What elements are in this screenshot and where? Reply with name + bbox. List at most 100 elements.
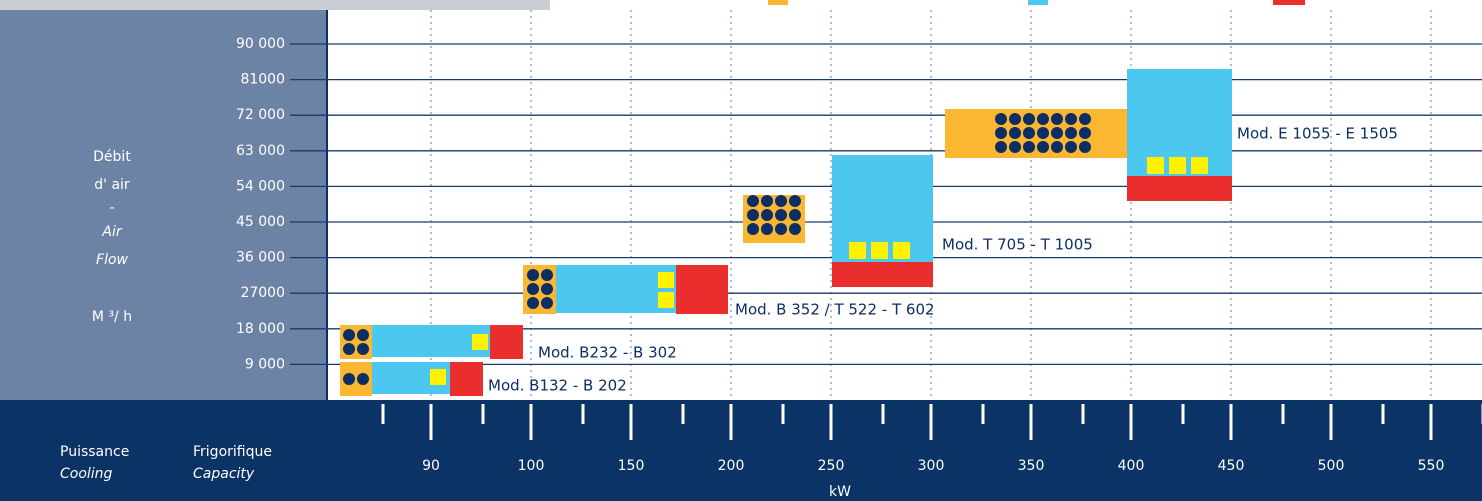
range-box	[430, 369, 446, 385]
dot	[1023, 127, 1035, 139]
y-label: Flow	[96, 252, 129, 268]
dot	[343, 343, 355, 355]
dot	[995, 141, 1007, 153]
range-box	[893, 242, 910, 259]
x-tick-label: 450	[1218, 458, 1245, 474]
dot	[747, 223, 759, 235]
legend-swatch	[768, 0, 788, 5]
dot	[789, 223, 801, 235]
y-label: -	[109, 200, 114, 216]
dot	[1079, 113, 1091, 125]
x-tick-label: 300	[918, 458, 945, 474]
dot	[357, 343, 369, 355]
dot	[1037, 127, 1049, 139]
y-tick-label: 27000	[240, 285, 285, 301]
range-box	[472, 334, 488, 350]
dot	[1079, 127, 1091, 139]
dot	[1051, 113, 1063, 125]
range-box	[658, 292, 674, 308]
model-label: Mod. B 352 / T 522 - T 602	[735, 301, 935, 319]
dot	[1023, 141, 1035, 153]
dot	[1065, 127, 1077, 139]
range-box	[658, 272, 674, 288]
x-tick-label: 400	[1118, 458, 1145, 474]
y-tick-label: 9 000	[245, 356, 285, 372]
x-tick-label: 500	[1318, 458, 1345, 474]
range-box	[1127, 176, 1232, 201]
y-tick-label: 18 000	[236, 321, 285, 337]
y-panel	[0, 10, 327, 400]
y-tick-label: 63 000	[236, 143, 285, 159]
dot	[1009, 141, 1021, 153]
model-label: Mod. B232 - B 302	[538, 344, 677, 362]
x-tick-label: 90	[422, 458, 440, 474]
range-box	[676, 265, 728, 314]
x-tick-label: 150	[618, 458, 645, 474]
dot	[995, 127, 1007, 139]
y-label: M ³/ h	[92, 309, 132, 325]
model-label: Mod. E 1055 - E 1505	[1237, 125, 1398, 143]
dot	[357, 329, 369, 341]
range-box	[1191, 157, 1208, 174]
x-tick-label: 100	[518, 458, 545, 474]
y-tick-label: 72 000	[236, 107, 285, 123]
dot	[527, 269, 539, 281]
range-box	[450, 362, 483, 396]
dot	[343, 373, 355, 385]
model-label: Mod. T 705 - T 1005	[942, 236, 1093, 254]
range-box	[490, 325, 523, 359]
page: 90 100 150 200 250 300 350 400 450 500 550 90 000 81…	[0, 0, 1482, 501]
dot	[1065, 141, 1077, 153]
dot	[541, 297, 553, 309]
dot	[775, 223, 787, 235]
legend-swatch	[1273, 0, 1305, 5]
dot	[1079, 141, 1091, 153]
dot	[761, 195, 773, 207]
y-tick-label: 45 000	[236, 214, 285, 230]
x-caption: Capacity	[193, 466, 255, 482]
dot	[995, 113, 1007, 125]
x-tick-label: 550	[1418, 458, 1445, 474]
range-box	[1147, 157, 1164, 174]
dot	[1023, 113, 1035, 125]
y-label: Débit	[93, 149, 131, 165]
dot	[775, 209, 787, 221]
x-caption: Puissance	[60, 444, 129, 460]
dot	[789, 195, 801, 207]
range-box	[1169, 157, 1186, 174]
x-caption: Frigorifique	[193, 444, 272, 460]
dot	[761, 209, 773, 221]
range-box	[871, 242, 888, 259]
y-label: d' air	[94, 177, 130, 193]
dot	[541, 283, 553, 295]
dot	[1051, 141, 1063, 153]
dot	[1065, 113, 1077, 125]
dot	[541, 269, 553, 281]
dot	[747, 209, 759, 221]
x-tick-label: 350	[1018, 458, 1045, 474]
model-label: Mod. B132 - B 202	[488, 377, 627, 395]
dot	[747, 195, 759, 207]
dot	[789, 209, 801, 221]
dot	[1009, 113, 1021, 125]
range-chart: 90 100 150 200 250 300 350 400 450 500 550 90 000 81…	[0, 0, 1482, 501]
dot	[1009, 127, 1021, 139]
dot	[357, 373, 369, 385]
y-label: Air	[101, 224, 122, 240]
y-tick-label: 36 000	[236, 250, 285, 266]
dot	[527, 283, 539, 295]
legend-swatch	[1028, 0, 1048, 5]
x-tick-label: 200	[718, 458, 745, 474]
range-box	[849, 242, 866, 259]
dot	[1051, 127, 1063, 139]
dot	[775, 195, 787, 207]
y-tick-label: 90 000	[236, 36, 285, 52]
x-tick-label: 250	[818, 458, 845, 474]
range-box	[945, 109, 1127, 158]
y-tick-label: 54 000	[236, 178, 285, 194]
x-caption: Cooling	[60, 466, 113, 482]
header-photo	[0, 0, 550, 10]
range-box	[832, 262, 933, 287]
range-box	[340, 325, 372, 359]
y-tick-label: 81000	[240, 72, 285, 88]
